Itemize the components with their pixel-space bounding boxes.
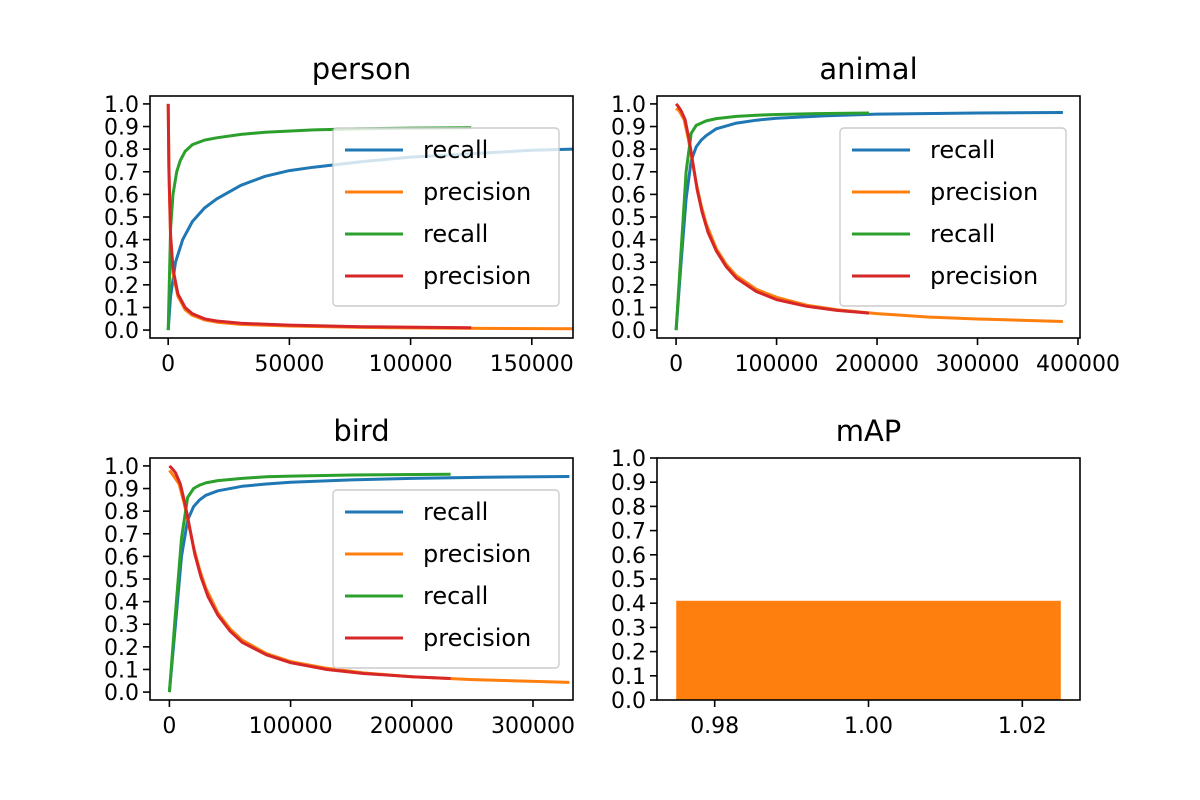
y-tick-label: 0.1 — [611, 665, 646, 690]
x-tick-label: 0 — [162, 714, 176, 739]
x-tick-label: 1.00 — [844, 714, 893, 739]
x-tick-label: 200000 — [370, 714, 454, 739]
x-tick-label: 300000 — [491, 714, 575, 739]
subplot-title: mAP — [836, 414, 902, 448]
y-tick-label: 1.0 — [104, 93, 139, 118]
subplot-title: animal — [819, 52, 917, 86]
legend-label: recall — [423, 220, 488, 248]
y-tick-label: 0.4 — [611, 229, 646, 254]
y-tick-label: 0.9 — [611, 116, 646, 141]
y-tick-label: 0.3 — [611, 616, 646, 641]
x-tick-label: 100000 — [735, 352, 819, 377]
y-tick-label: 0.5 — [611, 568, 646, 593]
series-line-recall-3 — [674, 111, 870, 331]
legend-label: recall — [930, 220, 995, 248]
y-tick-label: 0.7 — [611, 520, 646, 545]
subplot-title: bird — [333, 414, 389, 448]
legend: recall precision recall precision — [332, 489, 560, 669]
y-tick-label: 0.0 — [611, 319, 646, 344]
y-tick-label: 0.8 — [611, 495, 646, 520]
x-tick-label: 0 — [161, 352, 175, 377]
x-tick-label: 100000 — [369, 352, 453, 377]
x-tick-label: 0 — [669, 352, 683, 377]
x-tick-label: 0.98 — [690, 714, 739, 739]
y-tick-label: 0.7 — [104, 523, 139, 548]
y-tick-label: 0.5 — [611, 206, 646, 231]
legend-label: precision — [423, 540, 531, 568]
y-tick-label: 1.0 — [611, 93, 646, 118]
legend-label: precision — [930, 262, 1038, 290]
legend-label: recall — [423, 498, 488, 526]
bar-map — [676, 600, 1061, 700]
y-tick-label: 0.5 — [104, 568, 139, 593]
legend-box — [839, 127, 1067, 307]
legend-label: recall — [423, 136, 488, 164]
legend-label: precision — [423, 262, 531, 290]
y-tick-label: 0.3 — [104, 251, 139, 276]
y-tick-label: 0.8 — [611, 138, 646, 163]
legend-label: precision — [930, 178, 1038, 206]
y-tick-label: 0.7 — [104, 161, 139, 186]
y-tick-label: 0.5 — [104, 206, 139, 231]
subplot-person: person 0.00.10.20.30.40.50.60.70.80.91.0 0… — [104, 52, 574, 377]
x-tick-label: 1.02 — [998, 714, 1047, 739]
y-tick-label: 1.0 — [104, 455, 139, 480]
series-line-precision-4 — [168, 464, 451, 680]
y-tick-label: 0.2 — [611, 641, 646, 666]
series-line-precision-4 — [674, 102, 870, 315]
series-line-recall-1 — [167, 475, 570, 693]
legend-label: recall — [423, 582, 488, 610]
y-tick-label: 0.9 — [104, 116, 139, 141]
subplot-title: person — [312, 52, 411, 86]
x-tick-label: 300000 — [936, 352, 1020, 377]
y-tick-label: 0.2 — [611, 274, 646, 299]
legend-box — [332, 489, 560, 669]
x-tick-label: 50000 — [254, 352, 324, 377]
legend-label: precision — [423, 178, 531, 206]
y-tick-label: 0.6 — [104, 183, 139, 208]
y-tick-label: 0.0 — [611, 689, 646, 714]
y-tick-label: 0.4 — [104, 591, 139, 616]
legend-label: recall — [930, 136, 995, 164]
x-tick-label: 200000 — [835, 352, 919, 377]
subplot-bird: bird 0.00.10.20.30.40.50.60.70.80.91.0 0 10… — [104, 414, 575, 739]
y-tick-label: 0.9 — [611, 471, 646, 496]
legend-label: precision — [423, 624, 531, 652]
y-tick-label: 0.0 — [104, 319, 139, 344]
legend: recall precision recall precision — [332, 127, 560, 307]
y-tick-label: 0.6 — [611, 544, 646, 569]
series-line-recall-3 — [167, 472, 451, 693]
x-tick-label: 150000 — [490, 352, 574, 377]
y-tick-label: 0.2 — [104, 274, 139, 299]
y-tick-label: 0.8 — [104, 500, 139, 525]
y-tick-label: 0.1 — [611, 296, 646, 321]
y-tick-label: 0.1 — [104, 296, 139, 321]
series-line-recall-1 — [674, 111, 1063, 331]
y-tick-label: 0.1 — [104, 658, 139, 683]
y-tick-label: 0.3 — [611, 251, 646, 276]
y-tick-label: 0.7 — [611, 161, 646, 186]
y-tick-label: 0.4 — [104, 229, 139, 254]
y-tick-label: 0.3 — [104, 613, 139, 638]
x-tick-label: 400000 — [1036, 352, 1120, 377]
series-line-precision-4 — [166, 103, 472, 330]
legend: recall precision recall precision — [839, 127, 1067, 307]
y-tick-label: 0.9 — [104, 478, 139, 503]
y-tick-label: 1.0 — [611, 447, 646, 472]
y-tick-label: 0.6 — [611, 183, 646, 208]
legend-box — [332, 127, 560, 307]
y-tick-label: 0.2 — [104, 636, 139, 661]
y-tick-label: 0.8 — [104, 138, 139, 163]
subplot-mAP: mAP 0.00.10.20.30.40.50.60.70.80.91.0 0.98… — [611, 414, 1081, 739]
y-tick-label: 0.4 — [611, 592, 646, 617]
x-tick-label: 100000 — [249, 714, 333, 739]
y-tick-label: 0.0 — [104, 681, 139, 706]
subplot-animal: animal 0.00.10.20.30.40.50.60.70.80.91.0 0… — [611, 52, 1120, 377]
y-tick-label: 0.6 — [104, 545, 139, 570]
